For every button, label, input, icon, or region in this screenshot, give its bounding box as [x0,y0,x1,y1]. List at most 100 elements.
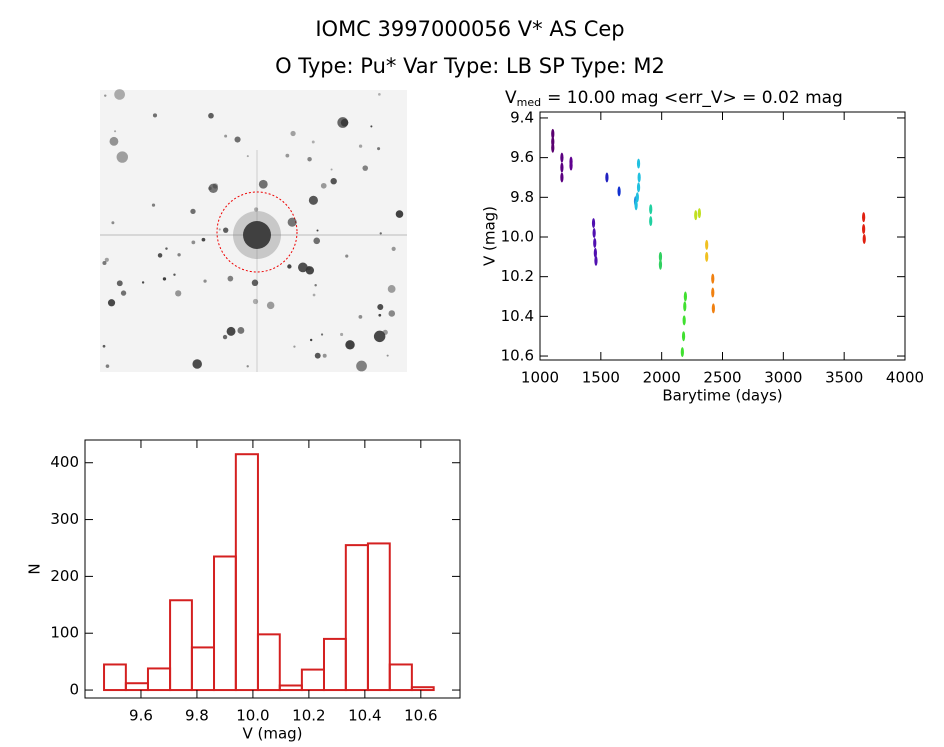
x-tick-label: 3000 [764,369,802,387]
field-star [330,178,337,185]
y-tick-label: 9.8 [510,188,534,206]
field-star [116,280,123,287]
page-title: IOMC 3997000056 V* AS Cep [315,17,624,41]
field-star [290,130,296,137]
field-star [386,354,389,357]
field-star [114,89,125,100]
field-star [222,334,228,340]
field-star [358,315,363,319]
point [711,303,715,314]
field-star [287,264,292,269]
x-axis-label: V (mag) [242,725,302,743]
field-star [370,125,373,128]
field-star [377,304,384,311]
point [694,210,698,221]
bar [410,686,435,692]
field-star [151,203,156,207]
point [682,315,686,326]
y-tick-label: 10.0 [501,227,534,245]
field-star [208,186,212,191]
point [617,186,621,197]
bar [322,637,347,692]
field-star [141,281,145,284]
point [649,204,653,215]
y-tick-label: 200 [50,567,79,585]
x-tick-label: 9.6 [129,707,153,725]
field-star [104,94,107,97]
bar [124,682,149,692]
point [592,228,596,239]
point [862,212,866,223]
field-star [102,344,106,348]
field-star [201,237,206,242]
field-star [345,254,349,258]
bar [103,663,127,692]
field-star [305,266,315,275]
bar [278,684,303,692]
y-tick-label: 10.2 [501,267,534,285]
field-star [152,113,158,118]
field-star [285,153,290,158]
point [680,347,684,358]
chart-title: Vmed = 10.00 mag <err_V> = 0.02 mag [505,88,843,109]
field-star [330,168,333,171]
point [658,259,663,270]
field-star [373,330,386,343]
point [862,224,866,235]
field-star [111,221,115,225]
field-star [382,329,388,335]
field-star [293,345,296,348]
point [635,192,639,203]
field-star [254,207,259,212]
x-tick-label: 1000 [521,369,559,387]
field-star [251,279,259,287]
page-subtitle: O Type: Pu* Var Type: LB SP Type: M2 [275,54,665,78]
field-star [266,301,275,310]
y-tick-label: 300 [50,510,79,528]
field-star [107,299,116,307]
point [560,172,564,183]
bar [388,663,413,692]
point [551,142,555,153]
point [636,158,641,169]
field-star [308,195,318,205]
bar [366,542,391,692]
aperture [216,191,298,273]
field-star [173,273,176,276]
y-tick-label: 100 [50,624,79,642]
field-star [311,140,315,144]
field-star [105,364,110,368]
field-star [377,147,381,151]
x-tick-label: 10.0 [236,707,269,725]
point [591,218,596,229]
point [560,162,564,173]
field-star [379,232,382,235]
field-star [116,151,129,163]
x-tick-label: 1500 [582,369,620,387]
point [683,301,687,312]
field-star [378,93,381,96]
histogram: 9.6 9.8 10.0 10.2 10.4 10.6 0 100 200 300 400 V (ma… [26,439,461,743]
field-star [177,253,181,257]
y-axis-label: N [26,563,44,574]
field-star [312,293,316,297]
light-curve: 1000 1500 2000 2500 3000 3500 4000 9.4 9.6 9.8 10.… [481,88,925,405]
field-star [162,277,167,281]
x-tick-label: 10.2 [292,707,325,725]
field-star [109,136,119,146]
field-star [307,156,312,162]
field-star [358,144,363,148]
field-star [246,155,249,158]
point [658,251,663,262]
plot-frame [84,439,461,699]
x-axis-label: Barytime (days) [662,387,782,405]
field-star [227,275,234,282]
field-star [298,262,308,273]
field-star [322,353,327,358]
point [697,208,701,219]
y-axis-label: V (mag) [481,206,499,266]
star-image [100,89,407,372]
point [637,172,641,183]
title-main: V [505,88,517,108]
field-star [345,340,355,350]
